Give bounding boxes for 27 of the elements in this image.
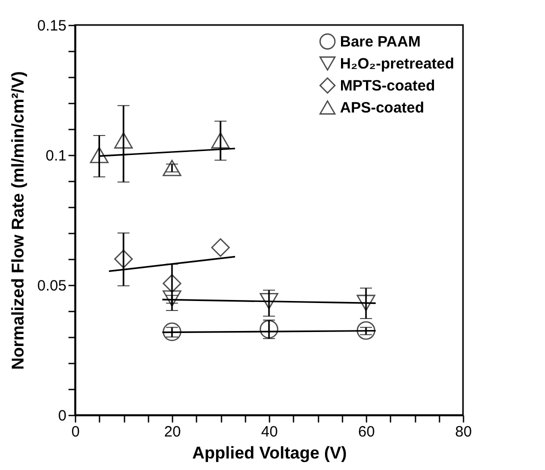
y-axis-title: Normalized Flow Rate (ml/min/cm²/V) [8,71,28,370]
x-axis-title: Applied Voltage (V) [192,444,347,462]
point [211,132,230,149]
point [114,132,133,149]
point [162,322,182,342]
point [114,250,133,268]
y-tick-label: 0.15 [37,18,66,34]
y-tick-label: 0.1 [46,148,66,164]
legend-label: Bare PAAM [340,34,421,50]
y-tick-label: 0.05 [37,278,66,294]
legend-label: APS-coated [340,100,424,116]
legend-label: H₂O₂-pretreated [340,56,454,72]
x-tick-label: 80 [455,424,472,440]
point [162,274,182,293]
point [162,290,182,307]
y-tick-label: 0 [58,408,66,424]
point [260,292,278,310]
point [211,238,230,257]
x-tick-label: 60 [358,424,375,440]
point [356,294,376,312]
point [162,160,182,176]
point [260,320,278,338]
x-tick-label: 20 [164,424,181,440]
x-tick-label: 0 [71,424,80,440]
legend-label: MPTS-coated [340,78,436,94]
x-tick-label: 40 [261,424,278,440]
point [90,146,109,164]
